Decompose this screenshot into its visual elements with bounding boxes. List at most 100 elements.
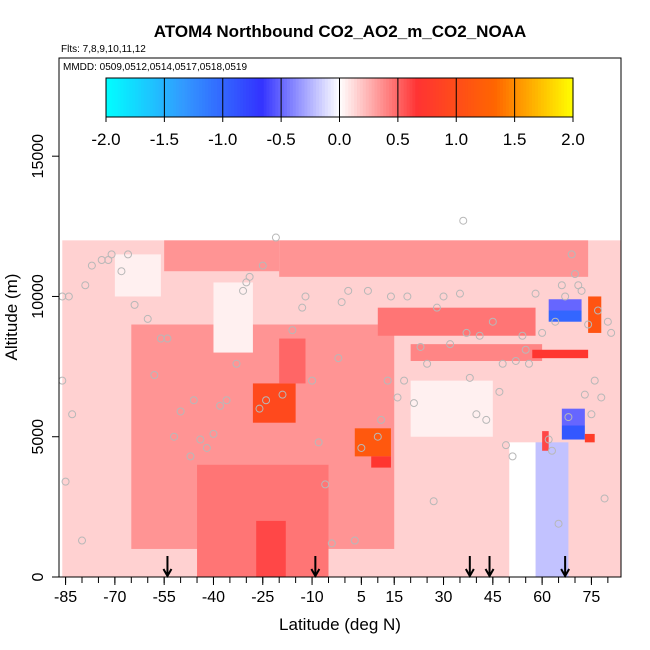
- colorbar-segment: [532, 78, 536, 117]
- sample-point: [321, 480, 330, 489]
- colorbar-segment: [429, 78, 434, 117]
- heatmap-cell: [354, 428, 391, 457]
- colorbar-tick-label: -2.0: [91, 130, 120, 149]
- colorbar-segment: [205, 78, 209, 117]
- colorbar-segment: [359, 78, 364, 117]
- colorbar-segment: [412, 78, 416, 117]
- flight-arrow: [162, 556, 173, 579]
- colorbar-segment: [284, 78, 288, 117]
- colorbar-segment: [310, 78, 314, 117]
- colorbar-segment: [351, 78, 355, 117]
- sample-point: [547, 446, 556, 455]
- sample-point: [567, 250, 576, 259]
- colorbar-segment: [526, 78, 530, 117]
- sample-point: [271, 233, 280, 242]
- sample-point: [538, 328, 547, 337]
- colorbar-segment: [444, 78, 449, 117]
- heatmap-cell: [164, 240, 280, 272]
- y-tick-label: 15000: [30, 134, 47, 179]
- sample-point: [78, 536, 87, 545]
- sample-point: [590, 376, 599, 385]
- colorbar-segment: [421, 78, 425, 117]
- colorbar-segment: [319, 78, 323, 117]
- sample-point: [298, 303, 307, 312]
- colorbar-segment: [237, 78, 241, 117]
- colorbar-segment: [567, 78, 571, 117]
- colorbar-segment: [491, 78, 495, 117]
- colorbar-segment: [249, 78, 253, 117]
- colorbar-segment: [514, 78, 519, 117]
- colorbar-segment: [467, 78, 472, 117]
- colorbar-segment: [184, 78, 189, 117]
- heatmap-cell: [256, 520, 286, 577]
- colorbar-segment: [298, 78, 303, 117]
- colorbar-segment: [465, 78, 469, 117]
- sample-point: [455, 289, 464, 298]
- sample-point: [432, 303, 441, 312]
- sample-point: [209, 429, 218, 438]
- sample-point: [416, 342, 425, 351]
- colorbar-segment: [141, 78, 145, 117]
- sample-point: [64, 292, 73, 301]
- colorbar-segment: [447, 78, 452, 117]
- colorbar-segment: [149, 78, 154, 117]
- colorbar-segment: [254, 78, 259, 117]
- sample-point: [373, 432, 382, 441]
- sample-point: [475, 331, 484, 340]
- sample-point: [561, 292, 570, 301]
- sample-point: [393, 393, 402, 402]
- colorbar-segment: [316, 78, 320, 117]
- sample-point: [337, 298, 346, 307]
- sample-point: [216, 401, 225, 410]
- heatmap-cell: [535, 442, 569, 577]
- colorbar-segment: [374, 78, 379, 117]
- sample-point: [600, 494, 609, 503]
- sample-point: [593, 306, 602, 315]
- colorbar-segment: [368, 78, 373, 117]
- colorbar-tick-label: 1.0: [444, 130, 468, 149]
- sample-point: [551, 317, 560, 326]
- colorbar-segment: [438, 78, 443, 117]
- heatmap-cell: [279, 240, 589, 277]
- colorbar-segment: [243, 78, 247, 117]
- flight-arrow-head: [162, 568, 173, 579]
- x-tick-label: 15: [385, 589, 403, 606]
- colorbar-segment: [211, 78, 215, 117]
- colorbar-segment: [266, 78, 271, 117]
- colorbar-segment: [114, 78, 119, 117]
- flight-arrow: [464, 556, 475, 579]
- colorbar-segment: [427, 78, 431, 117]
- colorbar-segment: [190, 78, 195, 117]
- sample-point: [150, 371, 159, 380]
- sample-point: [81, 281, 90, 290]
- colorbar-segment: [199, 78, 203, 117]
- sample-point: [59, 376, 67, 385]
- colorbar-segment: [263, 78, 268, 117]
- colorbar-tick-label: 1.5: [503, 130, 527, 149]
- colorbar-segment: [500, 78, 504, 117]
- colorbar-segment: [126, 78, 130, 117]
- colorbar-segment: [246, 78, 250, 117]
- sample-point: [196, 435, 205, 444]
- flight-arrows: [162, 556, 570, 579]
- sample-point: [554, 519, 563, 528]
- sample-point: [429, 497, 438, 506]
- y-tick-label: 5000: [30, 419, 47, 455]
- colorbar-segment: [161, 78, 165, 117]
- x-axis-label: Latitude (deg N): [279, 615, 401, 634]
- y-tick-label: 10000: [30, 274, 47, 319]
- colorbar-segment: [260, 78, 265, 117]
- sample-point: [288, 326, 297, 335]
- sample-point: [580, 390, 589, 399]
- colorbar-segment: [286, 78, 291, 117]
- sample-point: [383, 376, 392, 385]
- colorbar-segment: [281, 78, 285, 117]
- sample-point: [130, 300, 139, 309]
- sample-point: [508, 452, 517, 461]
- colorbar-segment: [406, 78, 411, 117]
- x-axis: -85 -70 -55 -40 -25 -10 5 15 30 45 60 75: [54, 577, 609, 606]
- sample-point: [495, 387, 504, 396]
- colorbar-segment: [380, 78, 384, 117]
- colorbar-segment: [234, 78, 238, 117]
- colorbar-segment: [117, 78, 122, 117]
